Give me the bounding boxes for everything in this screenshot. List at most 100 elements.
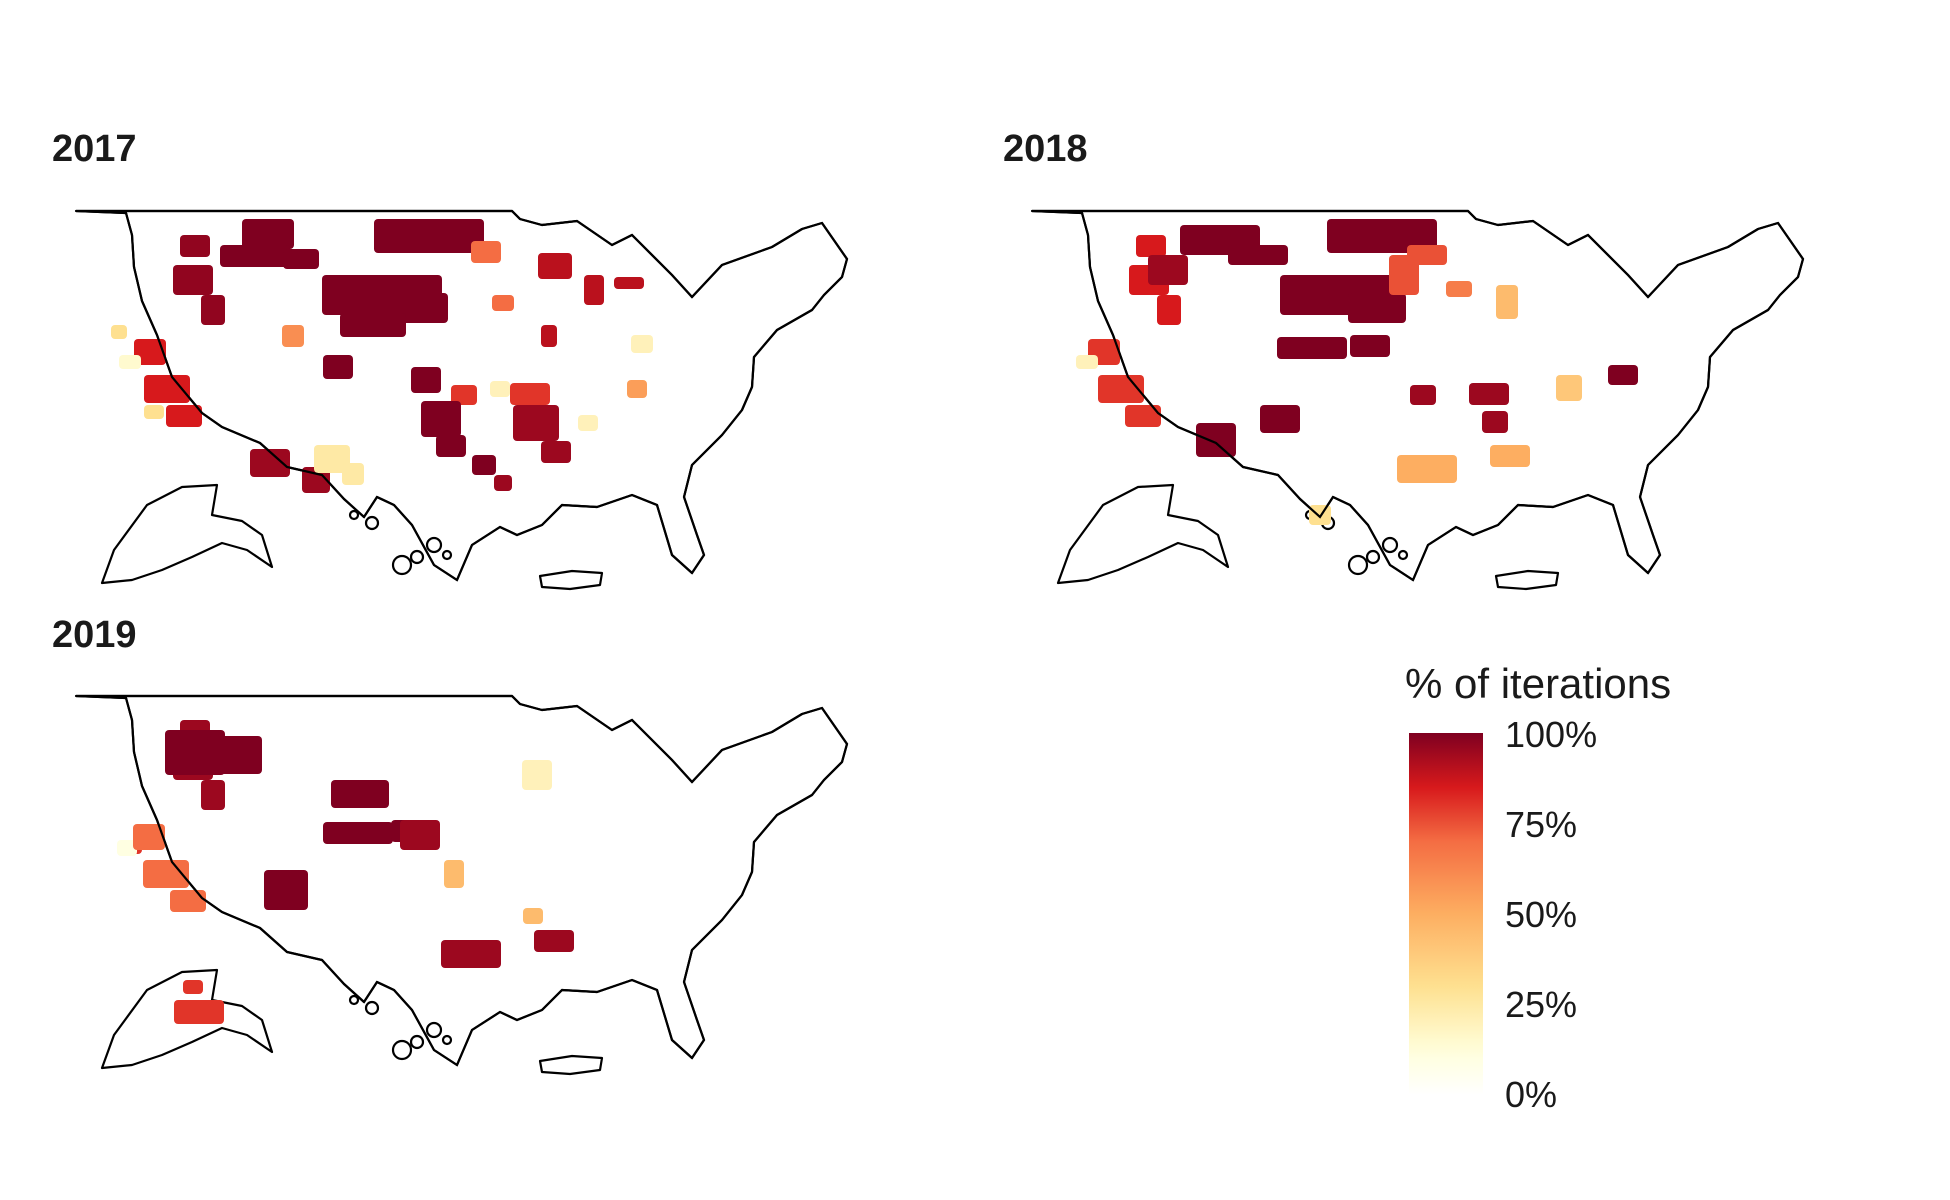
region-northern-plains [1348, 293, 1406, 323]
region-central-plains [411, 367, 441, 393]
region-mid-atlantic [627, 380, 647, 398]
hawaii-island-outline [364, 515, 380, 531]
region-great-lakes [538, 253, 572, 279]
region-nevada [1076, 355, 1098, 369]
region-new-york [614, 277, 644, 289]
region-southeast [513, 405, 559, 441]
region-louisiana [444, 860, 464, 888]
region-great-lakes [541, 325, 557, 347]
hawaii-island-outline [1397, 549, 1409, 561]
region-alaska [174, 1000, 224, 1024]
region-appalachia [490, 381, 510, 397]
region-gulf-coast [441, 940, 501, 968]
region-pacific-northwest [201, 295, 225, 325]
map-2018 [1030, 209, 1805, 591]
legend-title: % of iterations [1405, 660, 1672, 707]
region-upper-midwest [471, 241, 501, 263]
region-mid-south [436, 435, 466, 457]
hawaii-island-outline [425, 1021, 443, 1039]
hawaii-island-outline [1347, 554, 1369, 576]
alaska-outline [1056, 483, 1230, 585]
region-great-lakes [584, 275, 604, 305]
region-arizona [264, 870, 308, 910]
region-pacific-northwest [1136, 235, 1166, 257]
panel-title-2019: 2019 [52, 614, 137, 656]
alaska-outline [100, 483, 274, 585]
hawaii-island-outline [391, 554, 413, 576]
region-texas-south [314, 445, 350, 473]
region-michigan [522, 760, 552, 790]
region-northern-rockies [242, 219, 294, 249]
region-texas-west [302, 467, 330, 493]
hawaii-island-outline [409, 1034, 425, 1050]
legend-colorbar [1409, 733, 1483, 1095]
region-colorado [207, 736, 262, 774]
region-california [166, 405, 202, 427]
hawaii-island-outline [348, 509, 360, 521]
region-alaska [183, 980, 203, 994]
region-ohio-valley [1469, 383, 1509, 405]
region-california [170, 890, 206, 912]
conus-outline-stroke [75, 694, 849, 1067]
region-gulf-coast [1490, 445, 1530, 467]
region-new-mexico [1196, 423, 1236, 457]
legend-label-25: 25% [1505, 984, 1578, 1025]
region-texas-west [250, 449, 290, 477]
region-wisconsin [1446, 281, 1472, 297]
region-gulf-coast [534, 930, 574, 952]
region-appalachia [631, 335, 653, 353]
region-pacific-northwest [173, 265, 213, 295]
legend-label-100: 100% [1505, 714, 1598, 755]
region-gulf-coast [1397, 455, 1457, 483]
region-nebraska [331, 780, 389, 808]
region-ohio-valley [510, 383, 550, 405]
region-pacific-northwest [180, 235, 210, 257]
legend-label-75: 75% [1505, 804, 1578, 845]
legend-label-50: 50% [1505, 894, 1578, 935]
region-northern-plains [374, 219, 484, 253]
region-kansas [323, 822, 393, 844]
region-southern-california [111, 325, 127, 339]
region-minnesota [1407, 245, 1447, 265]
region-southeast [494, 475, 512, 491]
panel-title-2018: 2018 [1003, 128, 1088, 170]
region-iowa [400, 820, 440, 850]
region-central-plains [323, 355, 353, 379]
legend: % of iterations 100% 75% 50% 25% 0% [1405, 660, 1765, 1113]
hawaii-island-outline [391, 1039, 413, 1061]
region-colorado [282, 325, 304, 347]
hawaii-island-outline [409, 549, 425, 565]
region-virginia [1608, 365, 1638, 385]
region-california-north [117, 840, 137, 856]
region-california [134, 339, 166, 365]
region-idaho [1148, 255, 1188, 285]
region-ohio-valley [1482, 411, 1508, 433]
region-northern-rockies [220, 245, 290, 267]
region-southeast [541, 441, 571, 463]
puerto-rico-outline [538, 569, 604, 591]
region-california [144, 375, 190, 403]
hawaii-island-outline [425, 536, 443, 554]
region-florida-panhandle [523, 908, 543, 924]
region-central-plains [340, 313, 406, 337]
hawaii-island-outline [1381, 536, 1399, 554]
region-california [133, 824, 165, 850]
hawaii-island-outline [364, 1000, 380, 1016]
region-mid-south [421, 401, 461, 437]
region-appalachia [578, 415, 598, 431]
puerto-rico-outline [1494, 569, 1560, 591]
region-carolinas [1556, 375, 1582, 401]
puerto-rico-outline [538, 1054, 604, 1076]
region-pacific-northwest [1157, 295, 1181, 325]
hawaii-island-outline [348, 994, 360, 1006]
region-northern-plains [1327, 219, 1437, 253]
legend-label-0: 0% [1505, 1074, 1558, 1115]
region-nevada [119, 355, 141, 369]
panel-title-2017: 2017 [52, 128, 137, 170]
region-montana [1228, 245, 1288, 265]
hawaii-island-outline [1365, 549, 1381, 565]
hawaii-island-outline [441, 549, 453, 561]
region-kansas [1350, 335, 1390, 357]
region-texas-south [342, 463, 364, 485]
region-ohio-valley [1410, 385, 1436, 405]
